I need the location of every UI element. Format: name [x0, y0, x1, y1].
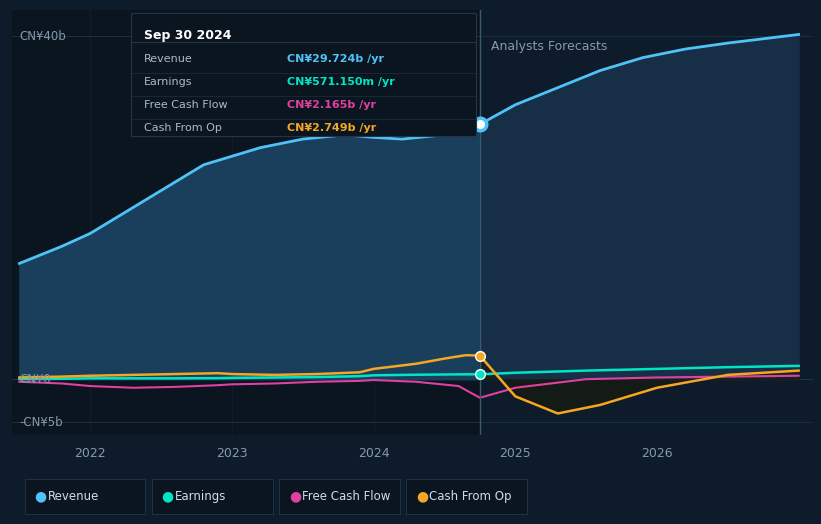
- Text: CN¥40b: CN¥40b: [20, 30, 67, 42]
- Text: CN¥571.150m /yr: CN¥571.150m /yr: [287, 77, 395, 87]
- Text: Earnings: Earnings: [175, 490, 227, 503]
- Text: ●: ●: [162, 489, 174, 503]
- Text: ●: ●: [416, 489, 429, 503]
- Text: Cash From Op: Cash From Op: [429, 490, 511, 503]
- Text: Analysts Forecasts: Analysts Forecasts: [491, 40, 608, 53]
- Text: CN¥29.724b /yr: CN¥29.724b /yr: [287, 54, 384, 64]
- Text: Free Cash Flow: Free Cash Flow: [302, 490, 391, 503]
- Text: Revenue: Revenue: [144, 54, 192, 64]
- Bar: [12, 10, 479, 435]
- Text: Sep 30 2024: Sep 30 2024: [144, 29, 232, 42]
- Text: Revenue: Revenue: [48, 490, 99, 503]
- Text: Past: Past: [443, 40, 469, 53]
- Text: CN¥2.749b /yr: CN¥2.749b /yr: [287, 123, 377, 133]
- Text: Free Cash Flow: Free Cash Flow: [144, 100, 227, 110]
- Text: CN¥0: CN¥0: [20, 373, 51, 386]
- Text: Earnings: Earnings: [144, 77, 192, 87]
- Text: ●: ●: [289, 489, 301, 503]
- Text: ●: ●: [34, 489, 47, 503]
- Text: Cash From Op: Cash From Op: [144, 123, 222, 133]
- Bar: [479, 10, 813, 435]
- Text: -CN¥5b: -CN¥5b: [20, 416, 63, 429]
- Text: CN¥2.165b /yr: CN¥2.165b /yr: [287, 100, 376, 110]
